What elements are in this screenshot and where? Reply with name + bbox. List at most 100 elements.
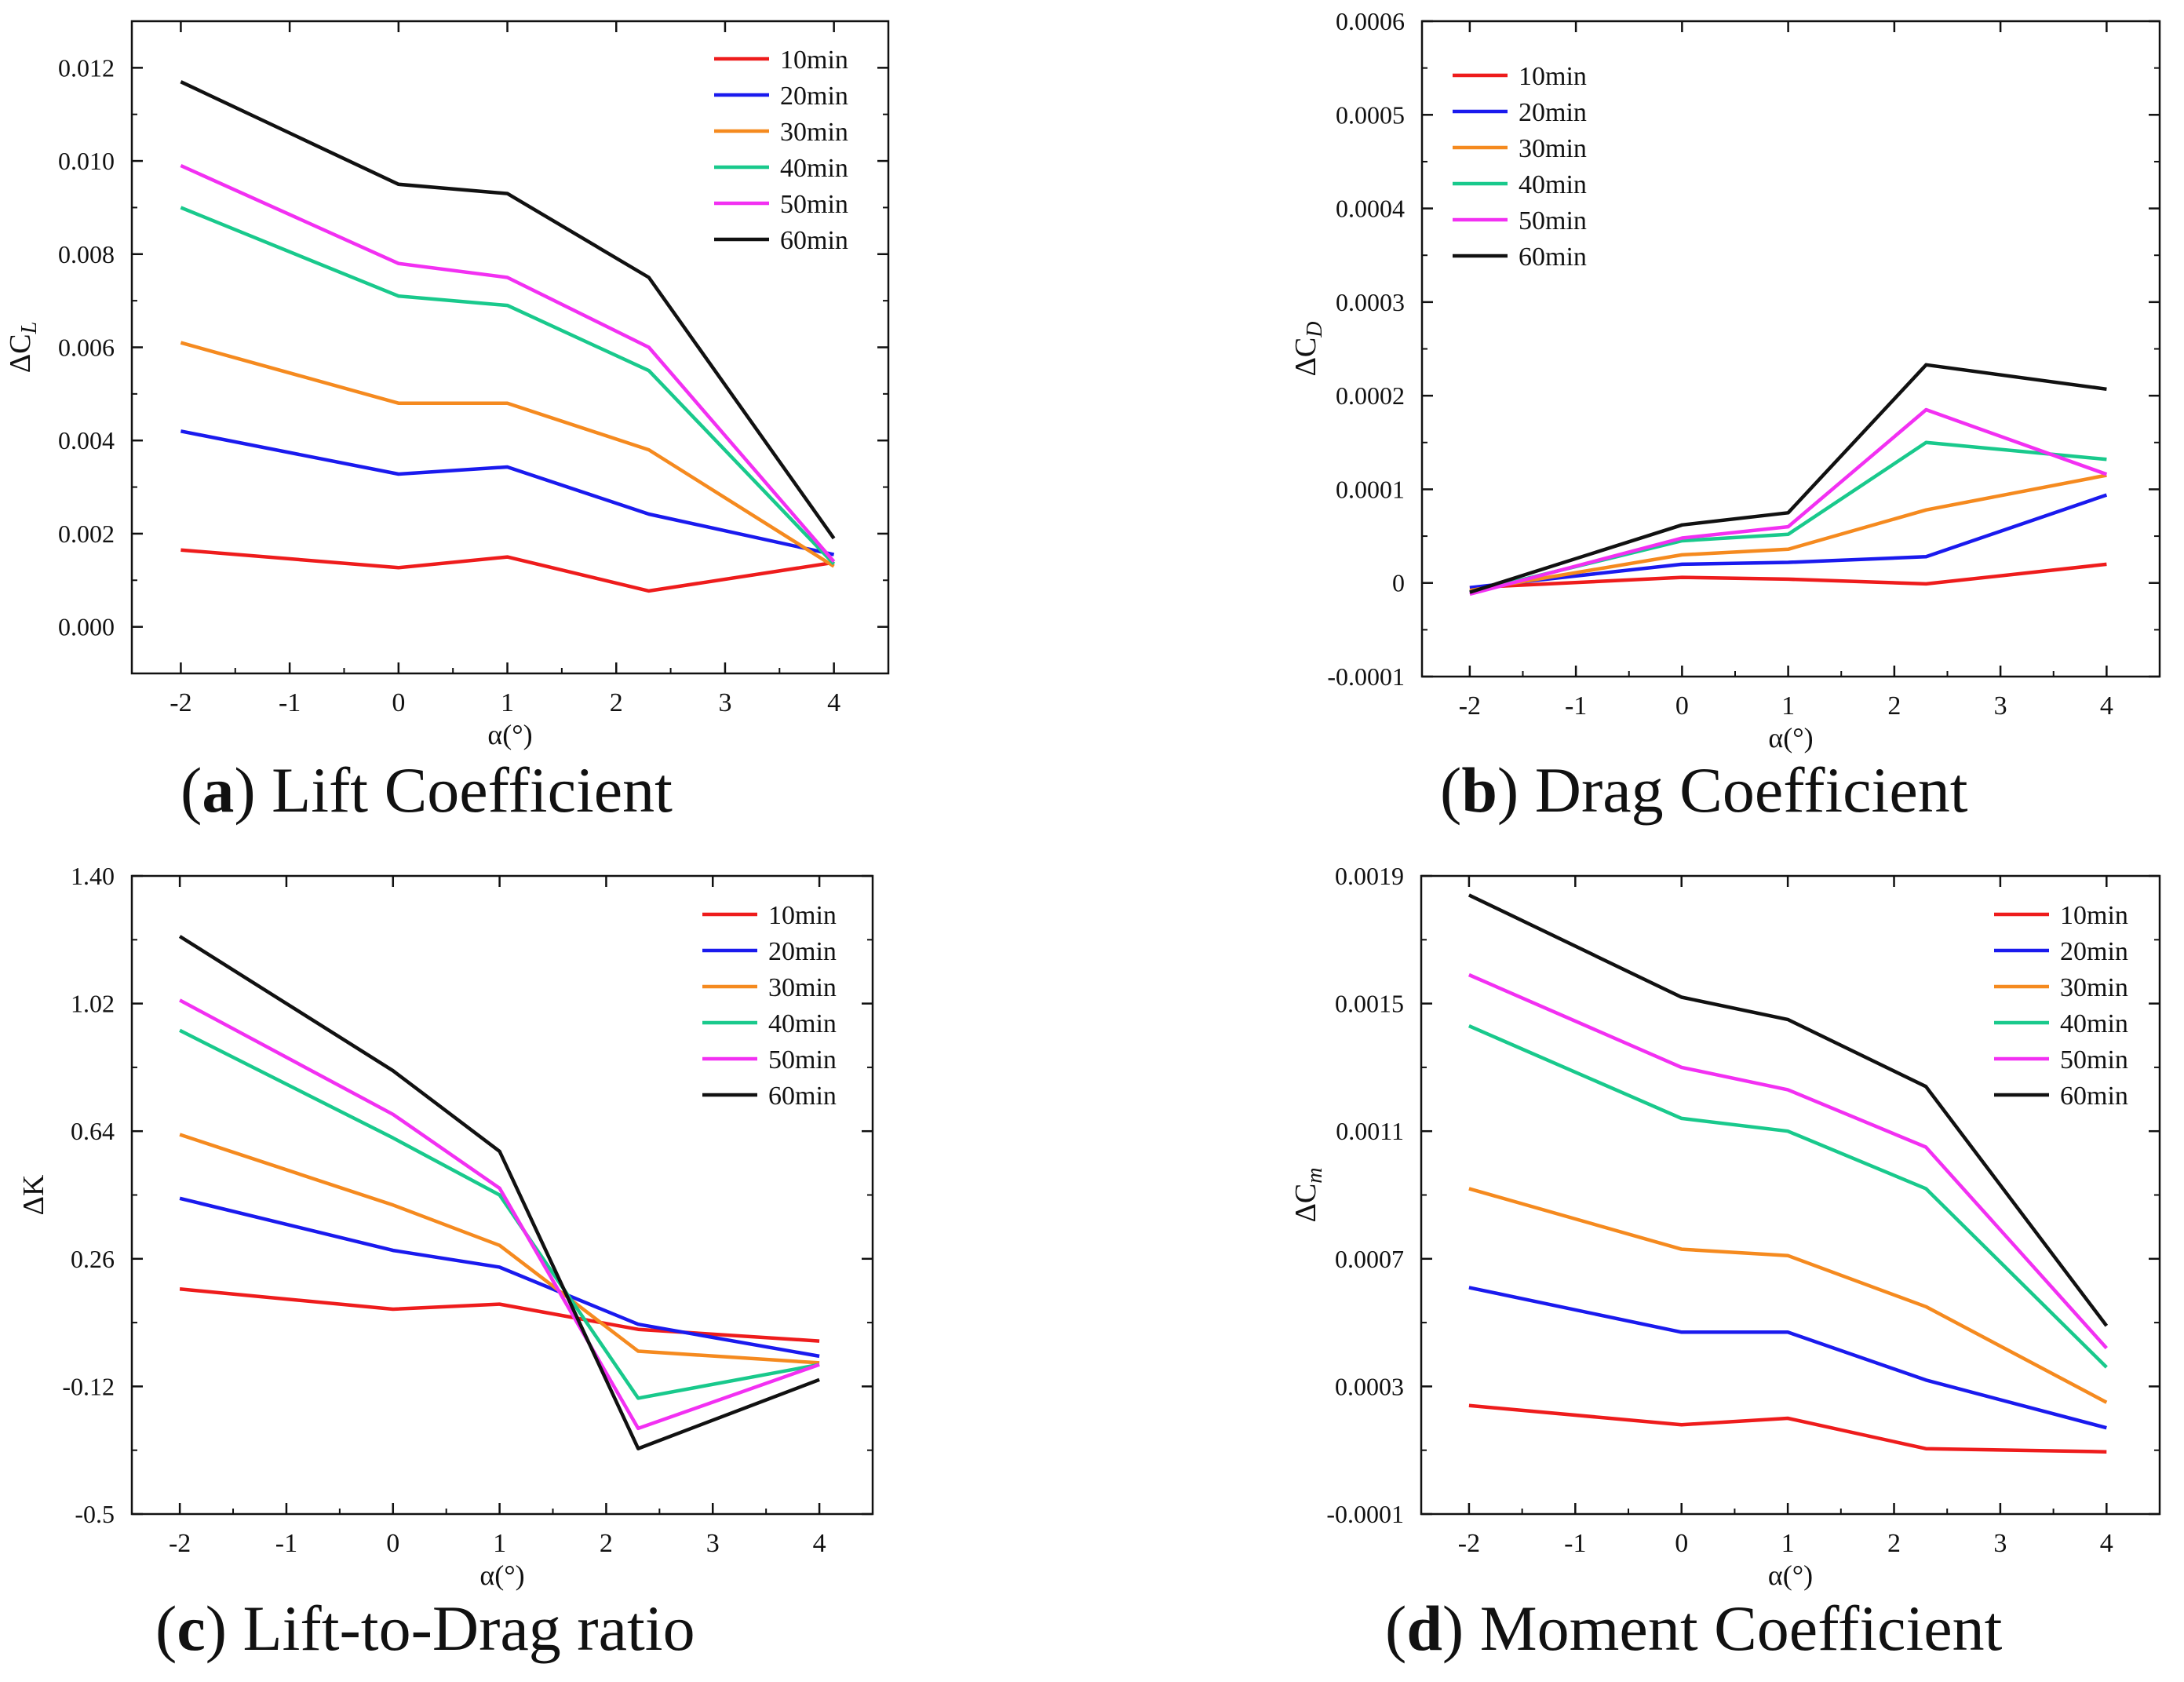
legend-label-20min: 20min xyxy=(2060,937,2128,966)
x-axis-label: α(°) xyxy=(479,1560,524,1591)
chart-a: -2 -1 0 1 2 3 4 0.000 0.002 0.004 0.006 0.008 0.010 0… xyxy=(4,20,890,750)
y-axis-label-sub: D xyxy=(1303,321,1327,337)
x-tick-label: 1 xyxy=(501,688,514,717)
legend-label-50min: 50min xyxy=(1519,206,1587,235)
series-line-50min xyxy=(180,163,836,563)
caption-d-text: Moment Coefficient xyxy=(1479,1593,2003,1664)
y-tick-label: -0.0001 xyxy=(1327,662,1405,691)
x-tick-label: -1 xyxy=(279,688,301,717)
y-tick-label: 1.40 xyxy=(71,862,115,890)
panel-c: -2 -1 0 1 2 3 4 -0.5 -0.12 0.26 0.64 1.02 1.40 α(°) ΔK… xyxy=(0,841,1092,1682)
y-tick-label: -0.5 xyxy=(75,1500,115,1528)
caption-b-letter: b xyxy=(1461,754,1497,826)
y-tick-label: 0.64 xyxy=(71,1117,115,1145)
x-tick-label: 4 xyxy=(813,1529,826,1558)
caption-c: (c) Lift-to-Drag ratio xyxy=(155,1593,695,1664)
y-tick-label: 0.0015 xyxy=(1335,990,1404,1018)
y-tick-label: 1.02 xyxy=(71,990,115,1018)
y-axis-label: ΔCL xyxy=(4,322,42,373)
x-tick-label: 0 xyxy=(392,688,405,717)
series-line-30min xyxy=(179,1133,820,1365)
series-line-40min xyxy=(179,1028,820,1400)
legend-label-50min: 50min xyxy=(2060,1045,2128,1075)
x-tick-label: -1 xyxy=(1564,1529,1586,1558)
series-line-10min xyxy=(180,548,834,593)
x-tick-label: 3 xyxy=(718,688,731,717)
series-line-10min xyxy=(1468,1403,2107,1454)
series-line-60min xyxy=(178,935,820,1450)
y-tick-label: 0.010 xyxy=(58,147,115,175)
legend-label-20min: 20min xyxy=(768,937,837,966)
x-tick-label: 4 xyxy=(2100,691,2113,721)
x-tick-label: 2 xyxy=(610,688,623,717)
caption-a: (a) Lift Coefficient xyxy=(180,754,673,826)
caption-c-letter: c xyxy=(177,1593,206,1664)
series-line-10min xyxy=(1469,562,2107,589)
x-tick-label: -2 xyxy=(1459,691,1481,721)
x-tick-label: -1 xyxy=(1565,691,1587,721)
series-line-50min xyxy=(179,998,820,1431)
series-line-30min xyxy=(1469,473,2107,593)
x-tick-label: -2 xyxy=(170,688,191,717)
y-tick-label: -0.12 xyxy=(62,1372,115,1400)
series-line-20min xyxy=(1468,1286,2107,1430)
plot-frame xyxy=(130,20,890,675)
panel-b: -2 -1 0 1 2 3 4 -0.0001 0 0.0001 0.0002 0.0003 0.000… xyxy=(1092,0,2184,841)
series-line-30min xyxy=(180,341,835,568)
y-tick-label: 0.0002 xyxy=(1336,381,1405,410)
x-tick-label: 4 xyxy=(2100,1529,2113,1558)
y-tick-label: 0.26 xyxy=(71,1245,115,1273)
legend-label-30min: 30min xyxy=(1519,134,1587,163)
x-axis-label: α(°) xyxy=(1768,1560,1813,1591)
y-axis-label: ΔCm xyxy=(1289,1167,1327,1222)
caption-b: (b) Drag Coefficient xyxy=(1440,754,1968,826)
y-tick-label: 0.0007 xyxy=(1335,1245,1404,1273)
y-tick-label: 0 xyxy=(1392,569,1405,597)
y-tick-label: 0.012 xyxy=(58,53,115,82)
caption-a-letter: a xyxy=(202,754,235,826)
y-axis-label-sub: L xyxy=(17,322,42,335)
x-axis-label: α(°) xyxy=(487,719,532,750)
y-tick-label: 0.000 xyxy=(58,613,115,641)
x-tick-label: 4 xyxy=(827,688,840,717)
legend-label-40min: 40min xyxy=(1519,170,1587,199)
x-tick-label: -2 xyxy=(169,1529,191,1558)
legend-label-60min: 60min xyxy=(780,226,848,255)
legend-label-30min: 30min xyxy=(2060,973,2128,1002)
panel-d: -2 -1 0 1 2 3 4 -0.0001 0.0003 0.0007 0.0011 0.0015… xyxy=(1092,841,2184,1682)
y-tick-label: 0.0003 xyxy=(1335,1372,1404,1400)
legend-label-20min: 20min xyxy=(1519,98,1587,127)
y-tick-label: 0.004 xyxy=(58,426,115,454)
series-line-60min xyxy=(1469,363,2107,594)
legend-label-10min: 10min xyxy=(2060,901,2128,930)
y-axis-label-main: ΔC xyxy=(4,334,37,373)
x-tick-label: 1 xyxy=(493,1529,506,1558)
series-line-60min xyxy=(1468,893,2109,1327)
legend-label-50min: 50min xyxy=(768,1045,837,1075)
legend-label-30min: 30min xyxy=(768,973,837,1002)
x-axis-label: α(°) xyxy=(1768,722,1813,753)
y-tick-label: 0.006 xyxy=(58,334,115,362)
y-axis-label-main: ΔK xyxy=(17,1174,50,1215)
series-line-40min xyxy=(1468,1024,2108,1369)
y-tick-label: 0.0001 xyxy=(1336,475,1405,503)
x-tick-label: 0 xyxy=(386,1529,399,1558)
y-tick-label: 0.0019 xyxy=(1335,862,1404,890)
y-axis-label-sub: m xyxy=(1303,1167,1327,1183)
caption-d-letter: d xyxy=(1406,1593,1442,1664)
x-tick-label: 2 xyxy=(600,1529,613,1558)
series-line-20min xyxy=(180,429,835,556)
series-line-50min xyxy=(1468,972,2108,1350)
y-tick-label: 0.0005 xyxy=(1336,100,1405,129)
legend-label-60min: 60min xyxy=(768,1082,837,1111)
x-tick-label: 3 xyxy=(706,1529,720,1558)
legend-label-40min: 40min xyxy=(768,1009,837,1038)
series-line-20min xyxy=(179,1196,820,1359)
caption-a-text: Lift Coefficient xyxy=(272,754,673,826)
y-tick-label: 0.0003 xyxy=(1336,288,1405,316)
legend-label-60min: 60min xyxy=(1519,243,1587,272)
y-axis-label: ΔCD xyxy=(1289,321,1327,376)
x-tick-label: -1 xyxy=(275,1529,297,1558)
y-tick-label: 0.0011 xyxy=(1336,1117,1404,1145)
legend-label-40min: 40min xyxy=(780,154,848,183)
